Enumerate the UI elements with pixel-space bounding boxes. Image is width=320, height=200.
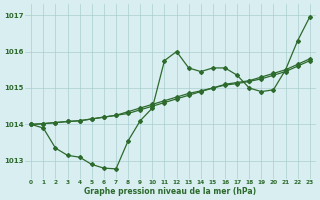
X-axis label: Graphe pression niveau de la mer (hPa): Graphe pression niveau de la mer (hPa) — [84, 187, 257, 196]
